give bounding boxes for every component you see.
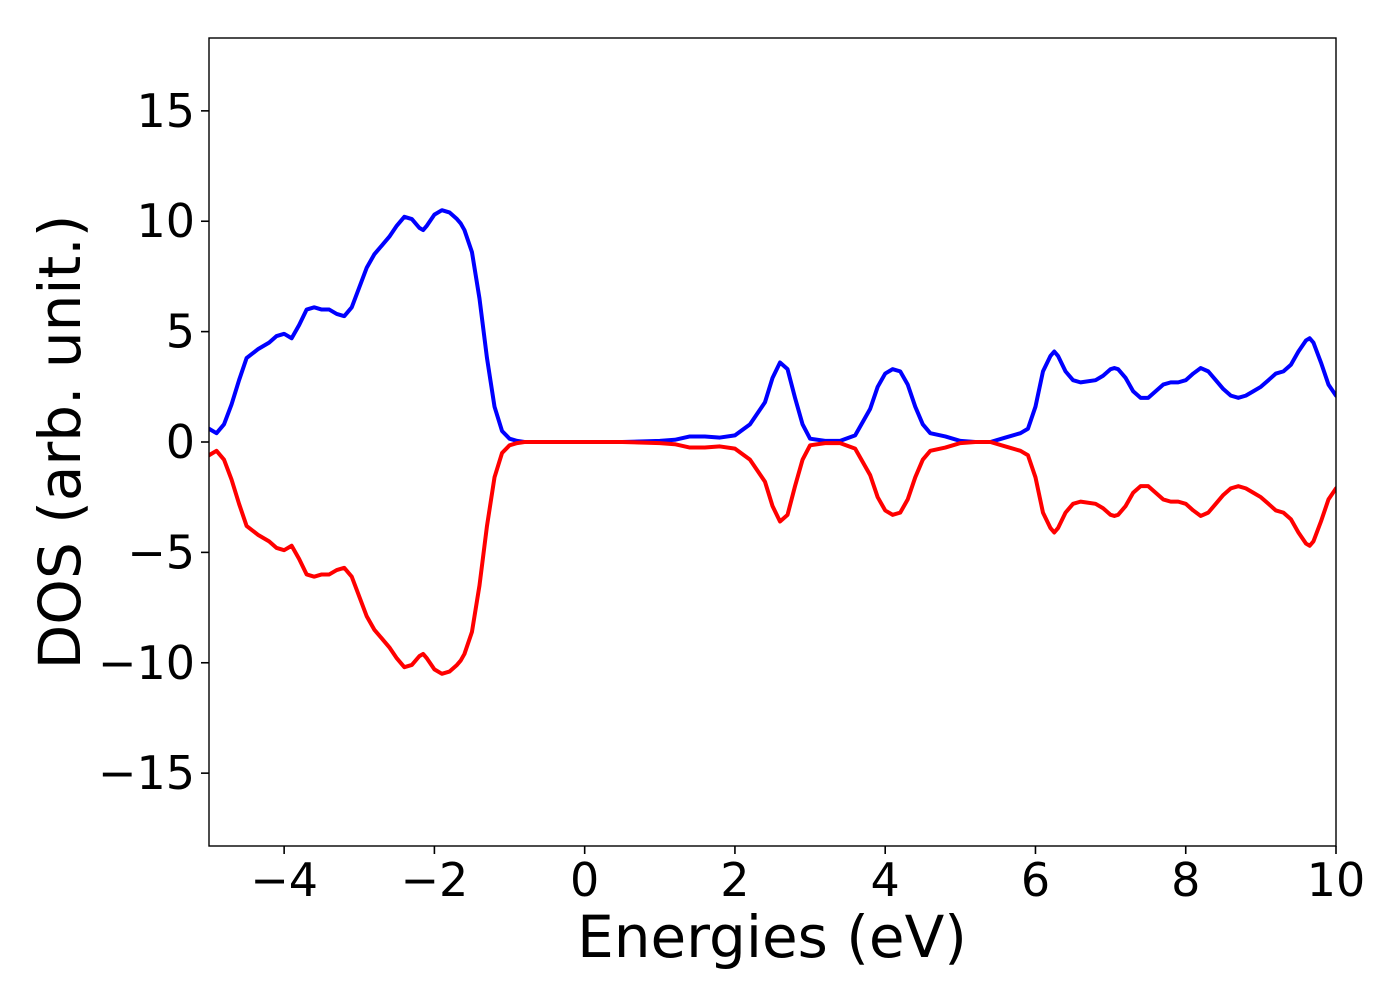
x-tick-label: 8 bbox=[1171, 853, 1200, 907]
y-tick-label: 5 bbox=[166, 305, 195, 359]
y-tick-label: −5 bbox=[127, 525, 195, 579]
y-axis-label: DOS (arb. unit.) bbox=[26, 215, 94, 670]
y-tick-label: −10 bbox=[98, 636, 195, 690]
x-tick-label: −4 bbox=[250, 853, 318, 907]
y-tick-label: 15 bbox=[136, 84, 195, 138]
x-tick-label: 0 bbox=[570, 853, 599, 907]
plot-frame bbox=[208, 37, 1337, 847]
x-axis: −4 −2 0 2 4 6 8 10 bbox=[250, 846, 1365, 907]
y-tick-label: 10 bbox=[136, 194, 195, 248]
x-tick-label: 10 bbox=[1307, 853, 1366, 907]
series-line-1 bbox=[209, 208, 1336, 444]
x-tick-label: 4 bbox=[871, 853, 900, 907]
x-axis-label: Energies (eV) bbox=[577, 903, 967, 971]
x-tick-label: −2 bbox=[400, 853, 468, 907]
y-tick-label: −15 bbox=[98, 746, 195, 800]
y-axis: −15 −10 −5 0 5 10 15 bbox=[98, 84, 209, 800]
x-tick-label: 6 bbox=[1021, 853, 1050, 907]
series-line-2 bbox=[209, 440, 1336, 676]
y-tick-label: 0 bbox=[166, 415, 195, 469]
x-tick-label: 2 bbox=[720, 853, 749, 907]
series-layer bbox=[209, 208, 1336, 676]
